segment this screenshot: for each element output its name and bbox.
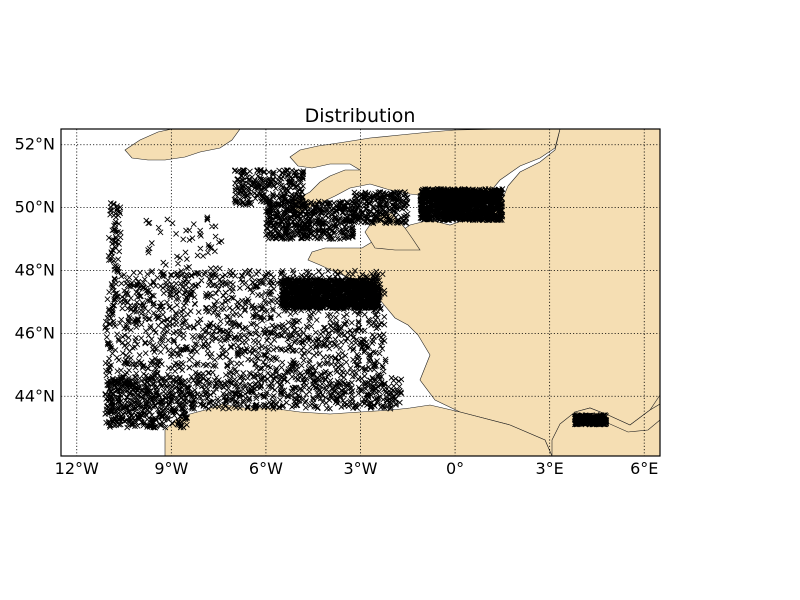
latitude-ticks: 52°N 50°N 48°N 46°N 44°N xyxy=(15,135,55,406)
latitude-tick-label: 48°N xyxy=(15,260,55,279)
map-title: Distribution xyxy=(305,105,416,127)
longitude-tick-label: 12°W xyxy=(55,459,99,478)
longitude-tick-label: 6°E xyxy=(630,459,658,478)
latitude-tick-label: 52°N xyxy=(15,135,55,154)
land-ireland xyxy=(124,129,241,161)
longitude-tick-label: 3°W xyxy=(344,459,378,478)
observation-markers xyxy=(102,167,610,431)
longitude-tick-label: 3°E xyxy=(536,459,564,478)
map-frame xyxy=(60,128,661,457)
latitude-tick-label: 50°N xyxy=(15,198,55,217)
observation-x-markers xyxy=(102,167,610,431)
land-great-britain xyxy=(286,129,561,213)
longitude-ticks: 12°W 9°W 6°W 3°W 0° 3°E 6°E xyxy=(55,459,659,478)
longitude-tick-label: 6°W xyxy=(249,459,283,478)
longitude-tick-label: 0° xyxy=(446,459,464,478)
longitude-tick-label: 9°W xyxy=(154,459,188,478)
latitude-tick-label: 46°N xyxy=(15,323,55,342)
latitude-tick-label: 44°N xyxy=(15,386,55,405)
map-area xyxy=(61,129,660,456)
